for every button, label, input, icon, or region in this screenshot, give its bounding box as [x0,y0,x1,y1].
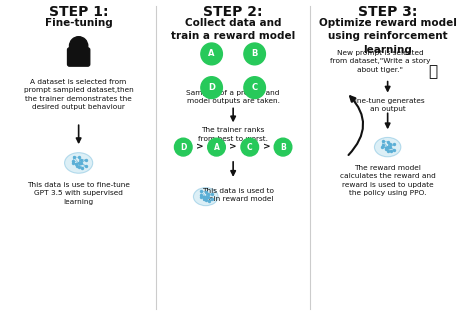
Point [73,161,80,166]
Point [202,189,210,194]
Circle shape [174,138,192,156]
Text: D: D [180,143,186,152]
Point [82,163,90,169]
Text: >: > [229,143,237,152]
Text: Samples of a prompt and
model outputs are taken.: Samples of a prompt and model outputs ar… [186,89,280,104]
Point [197,192,205,197]
Point [379,142,386,147]
Circle shape [70,37,88,55]
Circle shape [244,77,265,99]
Text: A dataset is selected from
prompt sampled dataset,then
the trainer demonstrates : A dataset is selected from prompt sample… [24,79,134,110]
Point [75,160,82,165]
Text: Fine-tuning: Fine-tuning [45,18,112,28]
Text: The reward model
calculates the reward and
reward is used to update
the policy u: The reward model calculates the reward a… [340,165,436,197]
Ellipse shape [193,188,218,206]
Circle shape [241,138,259,156]
Text: This data is use to fine-tune
GPT 3.5 with supervised
learning: This data is use to fine-tune GPT 3.5 wi… [27,182,130,205]
Circle shape [274,138,292,156]
Point [384,139,392,144]
Point [200,196,208,201]
Ellipse shape [374,137,401,157]
Point [75,165,82,170]
Circle shape [201,43,222,65]
Text: STEP 3:: STEP 3: [358,5,417,19]
Point [386,141,394,146]
Point [202,198,210,203]
Text: C: C [252,83,258,92]
Circle shape [244,43,265,65]
Point [204,191,212,196]
Text: B: B [280,143,286,152]
Point [69,158,77,163]
Point [384,149,392,154]
Point [382,147,390,152]
Text: This data is used to
train reward model: This data is used to train reward model [202,188,274,202]
Text: A: A [214,143,219,152]
Text: B: B [252,49,258,58]
Point [387,149,395,154]
Text: >: > [196,143,204,152]
FancyBboxPatch shape [67,48,90,66]
Point [386,145,394,150]
Circle shape [201,77,222,99]
Point [73,163,81,168]
Text: STEP 1:: STEP 1: [49,5,109,19]
Point [204,194,212,199]
Point [82,158,90,163]
Point [70,154,78,159]
Circle shape [208,138,225,156]
Point [69,160,76,165]
Point [75,155,82,160]
Text: D: D [208,83,215,92]
Text: >: > [263,143,270,152]
Text: New prompt is selected
from dataset,"Write a story
about tiger.": New prompt is selected from dataset,"Wri… [329,50,430,73]
Point [209,197,216,202]
Point [391,147,398,152]
Point [202,194,210,199]
Text: Fine-tune generates
an output: Fine-tune generates an output [351,98,424,112]
Point [384,145,392,150]
Point [200,195,208,200]
Ellipse shape [64,153,93,173]
Text: 🐯: 🐯 [428,64,437,79]
Point [382,146,389,151]
Point [198,189,205,194]
Text: Collect data and
train a reward model: Collect data and train a reward model [171,18,295,42]
Text: The trainer ranks
from best to worst.: The trainer ranks from best to worst. [198,127,268,142]
Text: C: C [247,143,253,152]
Point [78,157,85,162]
Text: STEP 2:: STEP 2: [203,5,263,19]
Text: Optimize reward model
using reinforcement
learning: Optimize reward model using reinforcemen… [319,18,456,54]
Point [197,194,204,199]
Point [77,160,85,165]
Point [208,192,216,197]
Point [378,145,386,150]
Point [379,139,387,144]
Point [391,142,398,147]
Point [205,198,213,203]
Point [79,165,86,170]
Text: A: A [209,49,215,58]
